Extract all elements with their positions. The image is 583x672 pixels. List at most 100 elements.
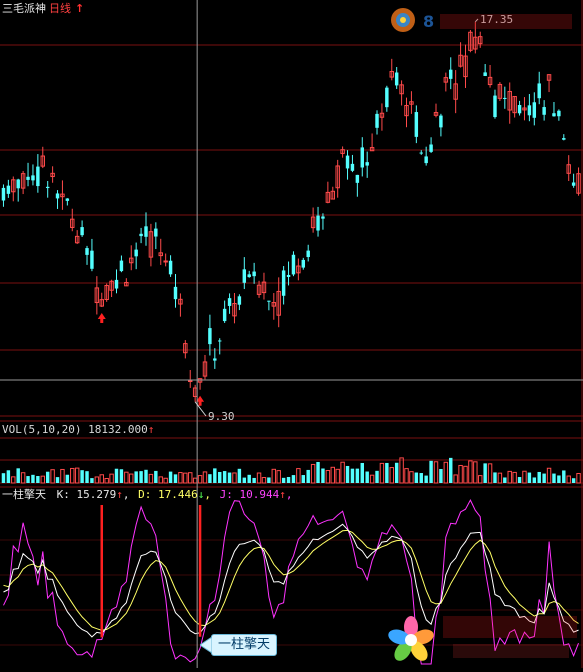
volume-header: VOL(5,10,20) 18132.000↑ (2, 423, 154, 436)
candle-body (173, 286, 178, 300)
candle-body (316, 215, 320, 231)
volume-bar (144, 469, 148, 483)
volume-bar (256, 472, 262, 484)
candle-body (517, 105, 522, 114)
volume-bar (296, 468, 301, 484)
volume-bar (424, 475, 428, 483)
volume-bar (468, 460, 473, 484)
formula-name: 三毛派神 (2, 2, 46, 15)
volume-bar (114, 468, 119, 483)
indicator-header: 一柱擎天 K: 15.279↑, D: 17.446↓, J: 10.944↑, (2, 488, 293, 501)
volume-bar (237, 468, 242, 483)
candle-body (242, 269, 247, 283)
candle-body (237, 296, 242, 305)
volume-bar (340, 461, 345, 484)
candle-body (104, 284, 109, 300)
volume-bar (527, 472, 532, 483)
volume-bar (158, 476, 163, 484)
candle-body (158, 252, 163, 257)
k-value: 15.279 (76, 488, 117, 501)
candle-body (55, 193, 60, 199)
volume-bar (148, 473, 154, 484)
volume-bar (552, 473, 556, 483)
volume-bar (232, 472, 237, 484)
candle-body (424, 156, 428, 164)
volume-bar (566, 475, 571, 484)
volume-bar (394, 462, 399, 483)
candle-body (119, 260, 124, 272)
volume-bar (532, 477, 537, 483)
volume-bar (487, 463, 493, 484)
candle-body (566, 164, 571, 174)
k-label: K: (56, 488, 70, 501)
volume-bar (316, 461, 320, 483)
candle-body (85, 248, 89, 255)
volume-bar (104, 477, 109, 484)
candle-body (458, 54, 463, 67)
candle-body (129, 257, 134, 264)
candle-body (360, 147, 364, 168)
candle-body (429, 144, 433, 152)
volume-bar (493, 472, 497, 483)
candle-body (74, 235, 80, 244)
volume-bar (571, 478, 576, 483)
volume-bar (202, 471, 208, 484)
volume-bar (11, 476, 16, 484)
volume-bar (375, 470, 379, 483)
volume-bar (271, 468, 277, 484)
volume-bar (168, 471, 173, 483)
candle-body (409, 101, 414, 105)
candle-body (271, 302, 277, 307)
candle-body (109, 280, 114, 291)
candle-body (394, 72, 399, 86)
period-label[interactable]: 日线 (49, 2, 71, 15)
signal-callout-text: 一柱擎天 (218, 637, 271, 652)
candle-body (433, 112, 439, 116)
candle-body (178, 298, 183, 305)
kdj-lines (3, 498, 579, 665)
candle-body (36, 166, 40, 187)
candle-body (168, 260, 173, 275)
candle-body (114, 279, 119, 289)
j-value: 10.944 (239, 488, 280, 501)
volume-bar (99, 474, 104, 484)
site-watermark-logo: 8 (391, 8, 572, 32)
low-price-label: 9.30 (208, 410, 235, 423)
volume-bar (124, 471, 129, 484)
candle-body (478, 36, 483, 45)
volume-bar (163, 477, 168, 484)
volume-bar (242, 477, 247, 483)
candle-body (493, 95, 497, 118)
callout-pointer-icon (200, 637, 212, 653)
candle-body (389, 71, 394, 78)
candle-body (256, 284, 262, 295)
candle-body (503, 97, 507, 99)
candle-body (522, 107, 527, 111)
volume-bar (50, 469, 55, 484)
volume-bar (94, 476, 100, 484)
candle-body (355, 174, 360, 183)
volume-bar (218, 471, 222, 483)
volume-bar (6, 470, 11, 483)
candle-body (218, 340, 222, 342)
volume-bar (16, 468, 20, 483)
volume-bar (276, 470, 281, 484)
candle-body (232, 303, 237, 317)
volume-bar (119, 469, 124, 483)
candle-body (144, 226, 148, 237)
candle-body (227, 298, 232, 306)
volume-bar (129, 473, 134, 484)
volume-bar (497, 472, 503, 484)
volume-bar (252, 477, 256, 483)
volume-bar (350, 468, 355, 483)
volume-bar (414, 472, 419, 483)
period-arrow-icon: ↑ (75, 2, 85, 15)
volume-bar (188, 472, 193, 484)
volume-bar (222, 471, 227, 483)
candle-body (247, 274, 251, 278)
volume-bar (321, 468, 325, 483)
volume-bar (36, 476, 40, 483)
candle-body (321, 216, 325, 219)
candle-body (325, 191, 331, 203)
